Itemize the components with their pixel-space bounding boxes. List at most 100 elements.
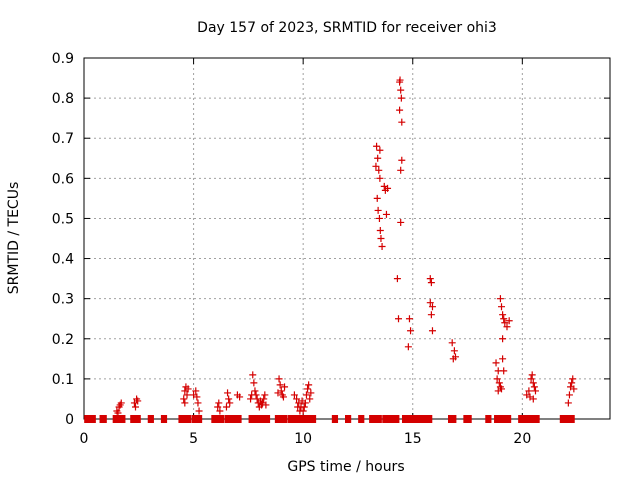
data-point [224,389,232,397]
data-point [274,389,282,397]
data-point [427,279,435,287]
data-point [374,206,382,214]
data-point [398,118,406,126]
data-point [448,339,456,347]
chart-title: Day 157 of 2023, SRMTID for receiver ohi… [197,20,497,36]
data-point [396,106,404,114]
data-point [398,156,406,164]
data-point [529,395,537,403]
baseline-marker [160,415,168,423]
data-point [373,142,381,150]
zero-baseline-markers [84,415,575,423]
data-point [279,393,287,401]
axis-ticks [83,57,610,420]
data-point [450,347,458,355]
data-point [181,399,189,407]
data-point [305,381,313,389]
data-point [372,162,380,170]
baseline-marker [559,415,575,423]
data-point [293,395,301,403]
baseline-marker [358,415,365,423]
data-point [527,375,535,383]
baseline-marker [178,415,192,423]
data-point [404,343,412,351]
data-point [375,166,383,174]
data-point [290,391,298,399]
y-tick-label: 0.5 [52,211,74,227]
y-tick-label: 0.7 [52,131,74,147]
data-point [427,311,435,319]
baseline-marker [463,415,472,423]
data-point [276,381,284,389]
x-tick-label: 20 [513,431,531,447]
data-point [250,379,258,387]
data-point [499,355,507,363]
data-point [261,391,269,399]
data-point [495,379,503,387]
baseline-marker [288,415,317,423]
data-point [262,401,270,409]
data-point [570,385,578,393]
data-point [281,383,289,391]
data-point [134,397,142,405]
data-point [376,146,384,154]
data-point [500,315,508,323]
data-point [530,383,538,391]
y-tick-label: 0.3 [52,292,74,308]
data-point [395,315,403,323]
data-point [248,391,256,399]
data-point [116,401,124,409]
y-tick-label: 0.8 [52,91,74,107]
data-point [275,375,283,383]
y-tick-label: 0.4 [52,252,74,268]
baseline-marker [518,415,540,423]
data-point [296,407,304,415]
baseline-marker [401,415,433,423]
data-point [569,375,577,383]
data-point [215,399,223,407]
y-tick-label: 0.1 [52,372,74,388]
baseline-marker [130,415,141,423]
data-point [564,399,572,407]
data-point [499,311,507,319]
data-point [407,327,415,335]
x-tick-label: 10 [294,431,312,447]
data-point [528,371,536,379]
data-point [382,210,390,218]
data-point [393,275,401,283]
baseline-marker [224,415,242,423]
data-point [500,367,508,375]
data-point [397,166,405,174]
data-point [183,391,191,399]
data-point [384,184,392,192]
data-point [397,94,405,102]
data-point [525,387,533,395]
data-point [492,359,500,367]
x-tick-label: 0 [80,431,89,447]
data-point [376,226,384,234]
x-tick-label: 5 [189,431,198,447]
baseline-marker [84,415,96,423]
baseline-marker [191,415,203,423]
data-point [300,403,308,411]
data-point [501,319,509,327]
data-point [426,275,434,283]
baseline-marker [112,415,126,423]
x-tick-labels: 0 5 10 15 20 [80,431,532,447]
data-point [503,323,511,331]
data-point [374,154,382,162]
baseline-marker [211,415,225,423]
data-point [225,395,233,403]
data-point [494,387,502,395]
data-point [132,403,140,411]
data-point [192,387,200,395]
data-point [247,395,255,403]
data-point [304,385,312,393]
baseline-marker [248,415,271,423]
data-point [294,403,302,411]
data-points [113,76,578,417]
data-point [180,395,188,403]
y-tick-label: 0 [65,412,74,428]
data-point [375,214,383,222]
